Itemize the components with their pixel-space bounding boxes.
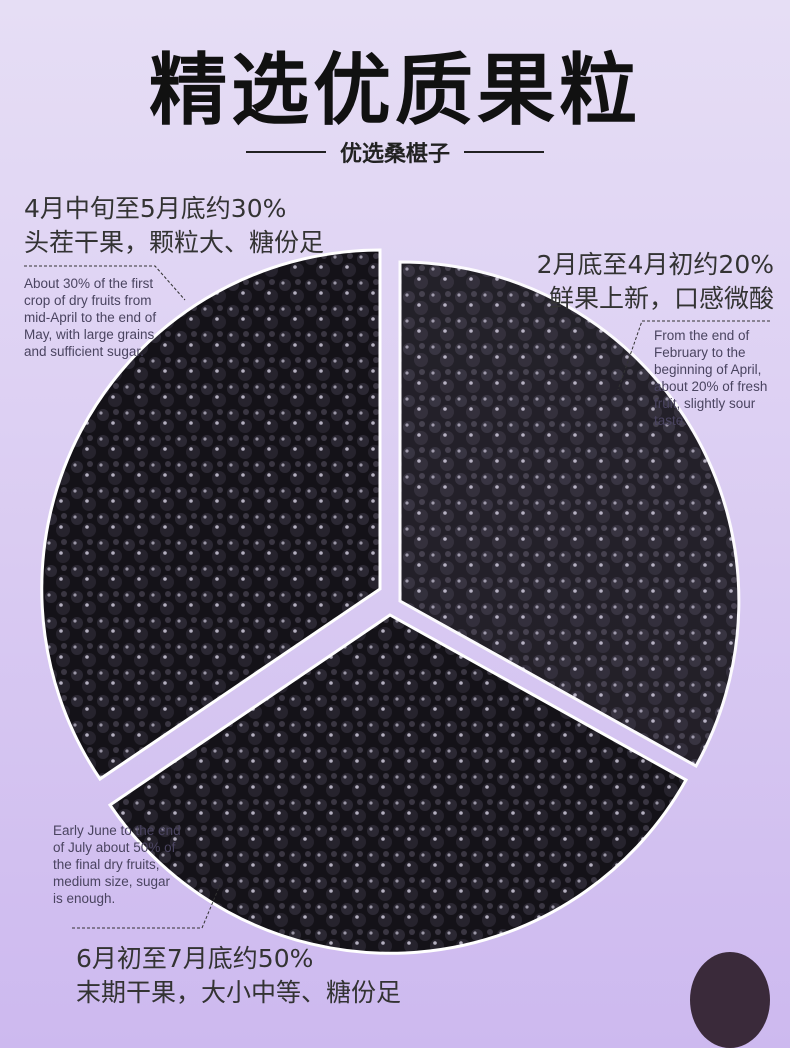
- segment-3-note: Early June to the end of July about 50% …: [53, 823, 181, 906]
- divider: [464, 151, 544, 153]
- subtitle: 优选桑椹子: [339, 142, 450, 167]
- segment-1-note: About 30% of the first crop of dry fruit…: [24, 276, 157, 359]
- segment-late-dry: [107, 613, 689, 955]
- segment-2-note: From the end of February to the beginnin…: [654, 328, 768, 428]
- divider: [245, 151, 326, 153]
- page-title: 精选优质果粒: [148, 45, 641, 136]
- subheading: 鲜果上新，口感微酸: [548, 284, 774, 313]
- segment-1-heading: 4月中旬至5月底约30% 头茬干果，颗粒大、糖份足: [24, 192, 324, 260]
- heading: 6月初至7月底约50%: [76, 944, 314, 973]
- heading: 2月底至4月初约20%: [536, 250, 774, 279]
- subtitle-row: 优选桑椹子: [0, 136, 790, 168]
- subheading: 末期干果，大小中等、糖份足: [76, 978, 402, 1007]
- subheading: 头茬干果，颗粒大、糖份足: [24, 228, 325, 257]
- segment-early-dry: [40, 248, 382, 782]
- segment-fresh: [398, 260, 741, 769]
- segment-2-heading: 2月底至4月初约20% 鲜果上新，口感微酸: [537, 248, 774, 316]
- segment-3-heading: 6月初至7月底约50% 末期干果，大小中等、糖份足: [76, 942, 401, 1010]
- mulberry-decoration: [690, 952, 770, 1048]
- heading: 4月中旬至5月底约30%: [24, 194, 287, 223]
